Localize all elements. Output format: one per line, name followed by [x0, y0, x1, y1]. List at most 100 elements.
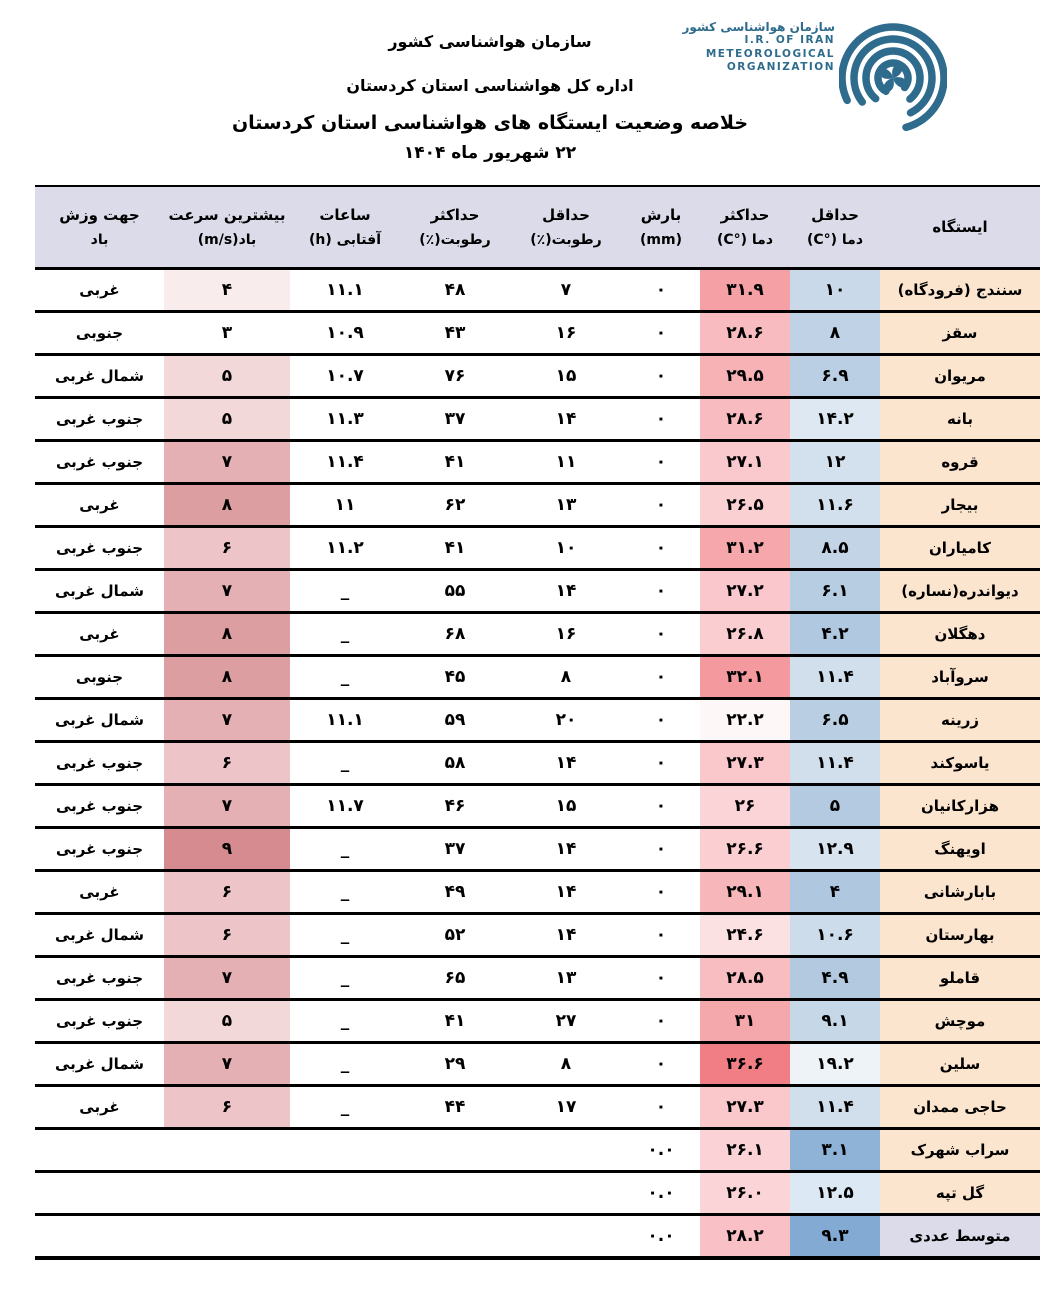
max-wind-speed-cell: ۷	[164, 784, 290, 828]
station-row: بابارشانی ۴ ۲۹.۱ ۰ ۱۴ ۴۹ _ ۶ غربی	[35, 870, 1040, 914]
precip-cell: ۰	[655, 1097, 667, 1117]
max-wind-speed-cell	[164, 1129, 290, 1172]
station-name-cell: هزارکانیان	[880, 784, 1040, 828]
wind-direction-cell: غربی	[79, 281, 120, 299]
min-humidity-cell: ۲۷	[555, 1011, 577, 1031]
col-header-tmin-line1: حداقل	[811, 206, 859, 224]
col-header-precip: بارش (mm)	[622, 186, 700, 269]
station-row: قروه ۱۲ ۲۷.۱ ۰ ۱۱ ۴۱ ۱۱.۴ ۷ جنوب غربی	[35, 440, 1040, 484]
station-row: گل تپه ۱۲.۵ ۲۶.۰ ۰.۰	[35, 1171, 1040, 1215]
max-humidity-cell: ۲۹	[444, 1054, 466, 1074]
min-temp-cell: ۱۱.۴	[790, 655, 880, 699]
office-name: اداره کل هواشناسی استان کردستان	[346, 76, 634, 95]
min-humidity-cell: ۱۶	[555, 323, 577, 343]
col-header-tmin: حداقل دما (°C)	[790, 186, 880, 269]
min-humidity-cell	[510, 1172, 622, 1215]
min-humidity-cell: ۱۵	[555, 366, 577, 386]
col-header-rhmax-line2: رطوبت(٪)	[419, 232, 491, 248]
max-wind-speed-cell: ۶	[164, 913, 290, 957]
max-humidity-cell: ۴۱	[444, 538, 466, 558]
precip-cell: ۰	[655, 968, 667, 988]
wind-direction-cell: غربی	[79, 1098, 120, 1116]
precip-cell: ۰	[655, 710, 667, 730]
station-row: متوسط عددی ۹.۳ ۲۸.۲ ۰.۰	[35, 1214, 1040, 1259]
station-name-cell: بهارستان	[880, 913, 1040, 957]
min-temp-cell: ۸	[790, 311, 880, 355]
max-humidity-cell: ۴۵	[444, 667, 466, 687]
max-humidity-cell: ۶۸	[444, 624, 466, 644]
logo-fa-name: سازمان هواشناسی کشور	[682, 20, 835, 34]
station-row: زرینه ۶.۵ ۲۲.۲ ۰ ۲۰ ۵۹ ۱۱.۱ ۷ شمال غربی	[35, 698, 1040, 742]
station-row: بانه ۱۴.۲ ۲۸.۶ ۰ ۱۴ ۳۷ ۱۱.۳ ۵ جنوب غربی	[35, 397, 1040, 441]
max-humidity-cell	[400, 1215, 510, 1259]
max-humidity-cell: ۶۲	[444, 495, 466, 515]
wind-direction-cell: جنوب غربی	[55, 969, 144, 987]
min-humidity-cell: ۱۳	[555, 968, 577, 988]
station-name-cell: بابارشانی	[880, 870, 1040, 914]
max-temp-cell: ۲۶.۵	[700, 483, 790, 527]
sunshine-hours-cell: _	[340, 581, 350, 601]
precip-cell: ۰	[655, 409, 667, 429]
wind-direction-cell: غربی	[79, 625, 120, 643]
min-humidity-cell: ۷	[560, 280, 572, 300]
report-date: ۲۲ شهریور ماه ۱۴۰۴	[403, 143, 577, 163]
station-name-cell: یاسوکند	[880, 741, 1040, 785]
station-row: سراب شهرک ۳.۱ ۲۶.۱ ۰.۰	[35, 1128, 1040, 1172]
max-wind-speed-cell: ۶	[164, 1085, 290, 1129]
station-name-cell: اویهنگ	[880, 827, 1040, 871]
max-humidity-cell: ۵۵	[444, 581, 466, 601]
station-row: سقز ۸ ۲۸.۶ ۰ ۱۶ ۴۳ ۱۰.۹ ۳ جنوبی	[35, 311, 1040, 355]
max-temp-cell: ۳۱.۹	[700, 268, 790, 312]
min-temp-cell: ۱۴.۲	[790, 397, 880, 441]
wind-direction-cell: جنوب غربی	[55, 840, 144, 858]
wind-direction-cell: شمال غربی	[54, 582, 145, 600]
col-header-wind_dir-line1: جهت وزش	[59, 206, 140, 224]
precip-cell: ۰	[655, 925, 667, 945]
precip-cell: ۰	[655, 452, 667, 472]
max-humidity-cell: ۵۸	[444, 753, 466, 773]
precip-cell: ۰	[655, 1011, 667, 1031]
min-humidity-cell: ۱۶	[555, 624, 577, 644]
col-header-tmax: حداکثر دما (°C)	[700, 186, 790, 269]
logo-en-line2: METEOROLOGICAL	[705, 47, 835, 60]
sunshine-hours-cell: ۱۱.۳	[326, 409, 364, 429]
precip-cell: ۰	[655, 538, 667, 558]
min-temp-cell: ۴	[790, 870, 880, 914]
station-row: قاملو ۴.۹ ۲۸.۵ ۰ ۱۳ ۶۵ _ ۷ جنوب غربی	[35, 956, 1040, 1000]
max-wind-speed-cell: ۳	[164, 311, 290, 355]
station-row: کامیاران ۸.۵ ۳۱.۲ ۰ ۱۰ ۴۱ ۱۱.۲ ۶ جنوب غربی	[35, 526, 1040, 570]
max-temp-cell: ۲۸.۵	[700, 956, 790, 1000]
max-humidity-cell: ۵۲	[444, 925, 466, 945]
col-header-wind_dir: جهت وزش باد	[35, 186, 164, 269]
col-header-tmax-line2: دما (°C)	[716, 232, 774, 248]
min-temp-cell: ۸.۵	[790, 526, 880, 570]
min-temp-cell: ۹.۱	[790, 999, 880, 1043]
sunshine-hours-cell: _	[340, 753, 350, 773]
col-header-wind_speed-line1: بیشترین سرعت	[168, 206, 286, 224]
station-name-cell: گل تپه	[880, 1171, 1040, 1215]
page-title: خلاصه وضعیت ایستگاه های هواشناسی استان ک…	[231, 112, 749, 134]
max-humidity-cell: ۳۷	[444, 409, 466, 429]
sunshine-hours-cell: _	[340, 1054, 350, 1074]
max-temp-cell: ۲۸.۲	[700, 1214, 790, 1258]
min-humidity-cell: ۸	[560, 667, 572, 687]
precip-cell: ۰	[655, 366, 667, 386]
sunshine-hours-cell: ۱۱.۴	[326, 452, 364, 472]
min-temp-cell: ۱۹.۲	[790, 1042, 880, 1086]
station-row: حاجی ممدان ۱۱.۴ ۲۷.۳ ۰ ۱۷ ۴۴ _ ۶ غربی	[35, 1085, 1040, 1129]
col-header-rhmin: حداقل رطوبت(٪)	[510, 186, 622, 269]
wind-direction-cell: غربی	[79, 883, 120, 901]
wind-direction-cell: جنوب غربی	[55, 1012, 144, 1030]
station-row: بهارستان ۱۰.۶ ۲۴.۶ ۰ ۱۴ ۵۲ _ ۶ شمال غربی	[35, 913, 1040, 957]
min-temp-cell: ۱۱.۴	[790, 1085, 880, 1129]
station-row: اویهنگ ۱۲.۹ ۲۶.۶ ۰ ۱۴ ۳۷ _ ۹ جنوب غربی	[35, 827, 1040, 871]
min-temp-cell: ۴.۲	[790, 612, 880, 656]
precip-cell: ۰	[655, 839, 667, 859]
col-header-rhmax-line1: حداکثر	[430, 206, 480, 224]
table-body: سنندج (فرودگاه) ۱۰ ۳۱.۹ ۰ ۷ ۴۸ ۱۱.۱ ۴ غربی سقز ۸ ۲۸…	[35, 268, 1040, 1259]
station-row: دیواندره(نساره) ۶.۱ ۲۷.۲ ۰ ۱۴ ۵۵ _ ۷ شمال غربی	[35, 569, 1040, 613]
sunshine-hours-cell: ۱۱.۲	[326, 538, 364, 558]
max-wind-speed-cell: ۵	[164, 999, 290, 1043]
max-wind-speed-cell: ۷	[164, 569, 290, 613]
